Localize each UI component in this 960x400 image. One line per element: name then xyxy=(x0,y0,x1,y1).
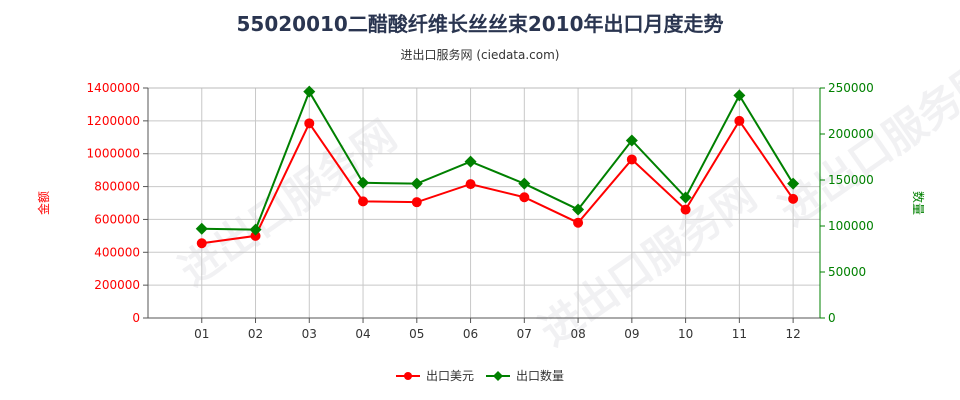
usd-point xyxy=(250,230,261,241)
y-left-tick-label: 1400000 xyxy=(87,81,140,95)
usd-point xyxy=(304,118,315,129)
qty-point xyxy=(787,177,800,190)
y-right-tick-label: 100000 xyxy=(828,219,874,233)
y-right-axis-label: 数量 xyxy=(911,191,926,215)
qty-point xyxy=(357,176,370,189)
qty-point xyxy=(303,85,316,98)
y-left-tick-label: 800000 xyxy=(94,180,140,194)
legend-label: 出口美元 xyxy=(426,369,474,383)
usd-point xyxy=(196,238,207,249)
qty-point xyxy=(249,223,262,236)
usd-point xyxy=(734,115,745,126)
usd-point xyxy=(626,154,637,165)
x-tick-label: 02 xyxy=(248,327,263,341)
y-left-axis-label: 金额 xyxy=(36,191,51,215)
y-right-tick-label: 200000 xyxy=(828,127,874,141)
x-tick-label: 08 xyxy=(570,327,585,341)
usd-point xyxy=(573,217,584,228)
y-left-tick-label: 1200000 xyxy=(87,114,140,128)
qty-point xyxy=(733,89,746,102)
chart-title: 55020010二醋酸纤维长丝丝束2010年出口月度走势 xyxy=(236,12,724,36)
x-tick-label: 05 xyxy=(409,327,424,341)
x-tick-label: 12 xyxy=(785,327,800,341)
y-right-tick-label: 50000 xyxy=(828,265,866,279)
usd-point xyxy=(788,193,799,204)
x-tick-label: 09 xyxy=(624,327,639,341)
qty-point xyxy=(195,222,208,235)
usd-point xyxy=(519,192,530,203)
x-tick-label: 11 xyxy=(732,327,747,341)
x-tick-label: 04 xyxy=(355,327,370,341)
x-tick-label: 03 xyxy=(302,327,317,341)
qty-point xyxy=(679,191,692,204)
qty-point xyxy=(464,155,477,168)
legend-marker xyxy=(493,371,503,381)
y-right-tick-label: 0 xyxy=(828,311,836,325)
y-left-tick-label: 0 xyxy=(132,311,140,325)
x-tick-label: 06 xyxy=(463,327,478,341)
plot-frame xyxy=(147,87,821,319)
y-left-tick-label: 200000 xyxy=(94,278,140,292)
qty-point xyxy=(625,134,638,147)
y-left-tick-label: 1000000 xyxy=(87,147,140,161)
series-line-1 xyxy=(201,89,794,231)
chart-subtitle: 进出口服务网 (ciedata.com) xyxy=(400,48,560,62)
x-tick-label: 10 xyxy=(678,327,693,341)
y-right-tick-label: 150000 xyxy=(828,173,874,187)
x-tick-label: 01 xyxy=(194,327,209,341)
usd-point xyxy=(411,197,422,208)
usd-point xyxy=(680,204,691,215)
series-line-0 xyxy=(201,119,794,245)
legend-marker xyxy=(404,372,412,380)
y-right-tick-label: 250000 xyxy=(828,81,874,95)
y-left-tick-label: 400000 xyxy=(94,245,140,259)
legend-label: 出口数量 xyxy=(516,368,564,383)
qty-point xyxy=(572,203,585,216)
qty-point xyxy=(518,177,531,190)
usd-point xyxy=(465,179,476,190)
qty-point xyxy=(410,177,423,190)
x-tick-label: 07 xyxy=(517,327,532,341)
usd-point xyxy=(358,196,369,207)
y-left-tick-label: 600000 xyxy=(94,212,140,226)
